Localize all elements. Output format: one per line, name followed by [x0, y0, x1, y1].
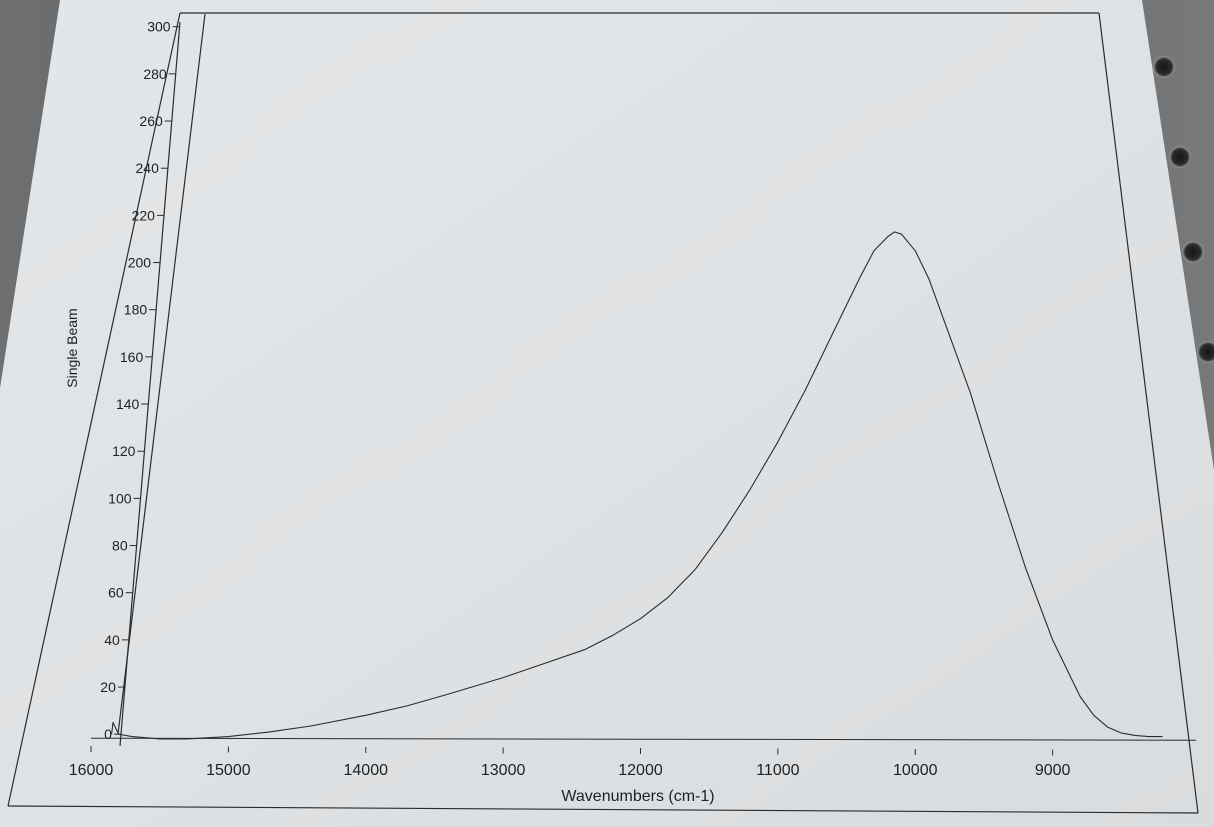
frame-left	[7, 12, 181, 807]
x-tick-label: 14000	[344, 762, 389, 779]
x-tick-label: 10000	[893, 762, 938, 779]
y-tick-label: 140	[116, 396, 140, 412]
frame-right	[1098, 12, 1199, 814]
frame-bottom	[7, 805, 1199, 814]
y-tick-label: 260	[139, 113, 163, 129]
x-axis-line	[90, 737, 1197, 741]
y-tick-label: 60	[108, 585, 124, 601]
metal-holes	[1153, 56, 1214, 363]
x-tick-label: 12000	[618, 762, 663, 779]
spectrum-series-line	[111, 231, 1163, 740]
x-axis-title: Wavenumbers (cm-1)	[561, 788, 714, 805]
baseline-edge-line	[117, 13, 206, 735]
x-tick-label: 11000	[756, 762, 799, 779]
y-tick-label: 120	[112, 443, 136, 459]
y-tick-label: 300	[147, 19, 171, 35]
y-tick-label: 160	[120, 349, 144, 365]
x-tick-label: 15000	[206, 762, 251, 779]
y-tick-label: 180	[124, 302, 148, 318]
metal-hole	[1197, 341, 1214, 363]
y-tick-label: 40	[104, 632, 120, 648]
y-tick-label: 80	[112, 538, 128, 554]
plot-frame	[7, 12, 1199, 814]
y-tick-label: 240	[136, 160, 160, 176]
x-tick-label: 13000	[481, 762, 526, 779]
metal-hole	[1182, 241, 1204, 263]
metal-hole	[1153, 56, 1175, 78]
y-tick-label: 200	[128, 255, 152, 271]
metal-hole	[1169, 146, 1191, 168]
x-tick-label: 16000	[69, 762, 114, 779]
y-tick-label: 280	[143, 66, 167, 82]
y-tick-label: 20	[100, 679, 116, 695]
x-tick-label: 9000	[1035, 762, 1071, 779]
y-axis-title: Single Beam	[64, 308, 80, 387]
y-tick-label: 220	[132, 207, 156, 223]
y-tick-label: 0	[104, 726, 112, 742]
y-axis-line	[119, 21, 181, 747]
plot-area: 0 20 40 60 80 100 120 140 160 180 200 220 240 260 280 3…	[64, 13, 1197, 805]
y-tick-label: 100	[108, 490, 132, 506]
